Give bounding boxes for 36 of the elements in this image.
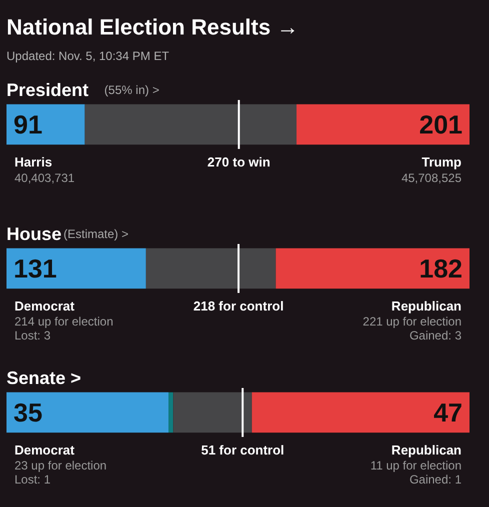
text: 40,403,731 [14, 171, 75, 186]
series-label: Democrat [14, 442, 76, 458]
text: 45,708,525 [401, 171, 462, 186]
series-label: Democrat [14, 298, 76, 314]
text: 221 up for election [362, 314, 462, 329]
series-label: Trump [422, 154, 462, 170]
data-label: 131 [14, 253, 57, 284]
text: 11 up for election [370, 458, 462, 473]
ref-line-label: 270 to win [207, 154, 270, 170]
chart-title: Senate > [6, 368, 82, 388]
chart-subtitle: (Estimate) > [64, 226, 129, 241]
chart-subtitle: (55% in) > [104, 82, 160, 97]
text: Updated: Nov. 5, 10:34 PM ET [6, 49, 170, 63]
data-label: 35 [14, 397, 42, 428]
bar [252, 392, 470, 433]
data-label: 91 [14, 109, 42, 140]
bar [173, 392, 252, 433]
series-label: Republican [391, 442, 462, 458]
data-label: 47 [434, 397, 462, 428]
text: 23 up for election [14, 458, 107, 473]
bar [168, 392, 174, 433]
ref-line-label: 218 for control [193, 298, 284, 314]
bar [6, 392, 169, 433]
series-label: Harris [14, 154, 52, 170]
text: Gained: 1 [409, 472, 462, 486]
chart-title: President [6, 80, 89, 100]
text: Lost: 1 [14, 472, 51, 486]
series-label: Republican [391, 298, 462, 314]
ref-line-label: 51 for control [201, 442, 284, 458]
chart-title: House [6, 224, 62, 244]
text: 214 up for election [14, 314, 114, 329]
text: Gained: 3 [409, 328, 462, 342]
data-label: 201 [419, 109, 463, 140]
data-label: 182 [419, 253, 463, 284]
text: Lost: 3 [14, 328, 51, 342]
text: National Election Results → [6, 14, 299, 40]
